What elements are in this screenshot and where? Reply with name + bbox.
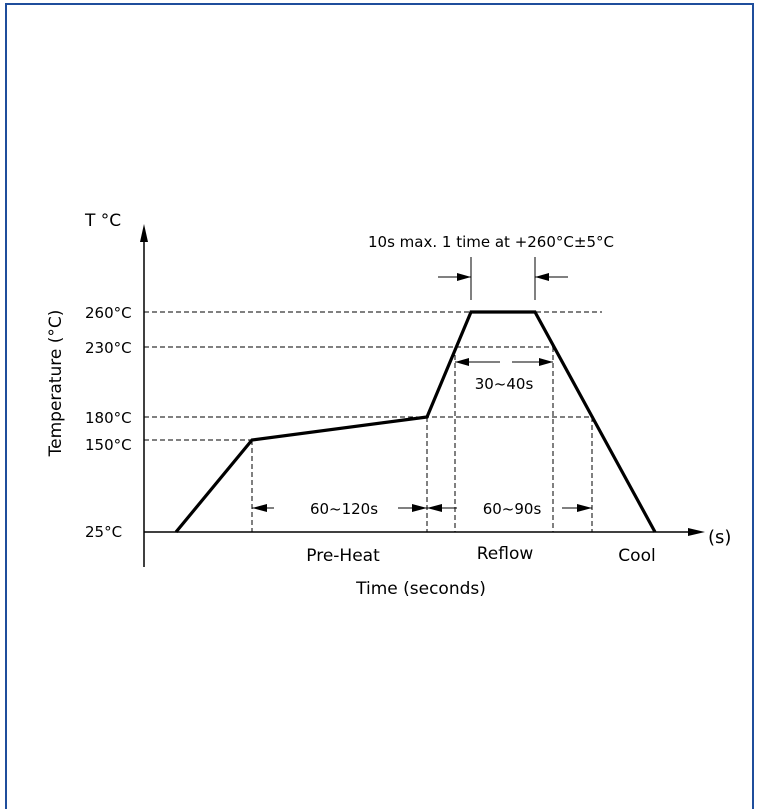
reflow-profile-curve xyxy=(174,310,657,534)
x-axis-title: Time (seconds) xyxy=(355,579,486,599)
diagram-frame: T °C Temperature (°C) 260°C 230°C 180°C … xyxy=(5,3,754,809)
y-tick-25: 25°C xyxy=(85,523,122,541)
preheat-arrow-left-head xyxy=(252,504,267,512)
preheat-arrow-right-head xyxy=(412,504,427,512)
reflow-time-label: 60~90s xyxy=(483,500,542,518)
reflow-arrow-right-head xyxy=(577,504,592,512)
reflow-arrow-left-head xyxy=(427,504,442,512)
peak-arrow-left-head xyxy=(457,273,471,281)
phase-preheat-label: Pre-Heat xyxy=(306,546,380,566)
peak-note: 10s max. 1 time at +260°C±5°C xyxy=(368,233,614,251)
window-30-40-arrow-left-head xyxy=(455,358,469,366)
phase-cool-label: Cool xyxy=(618,546,655,566)
y-tick-150: 150°C xyxy=(85,436,132,454)
phase-reflow-label: Reflow xyxy=(477,544,534,564)
peak-arrow-right-head xyxy=(535,273,549,281)
y-axis-title: Temperature (°C) xyxy=(46,310,66,458)
y-tick-180: 180°C xyxy=(85,409,132,427)
preheat-time-label: 60~120s xyxy=(310,500,378,518)
window-30-40-arrow-right-head xyxy=(539,358,553,366)
y-unit-label: T °C xyxy=(84,211,121,231)
y-axis-arrowhead xyxy=(140,224,148,242)
x-axis-arrowhead xyxy=(688,528,705,536)
x-unit-label: (s) xyxy=(708,527,731,548)
window-30-40-label: 30~40s xyxy=(475,375,534,393)
y-tick-230: 230°C xyxy=(85,339,132,357)
y-tick-260: 260°C xyxy=(85,304,132,322)
